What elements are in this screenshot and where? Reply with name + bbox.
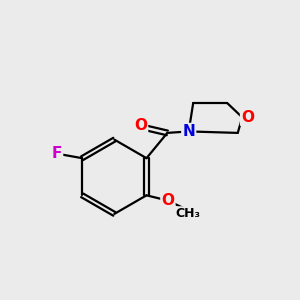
Text: N: N	[182, 124, 195, 139]
Text: O: O	[134, 118, 147, 133]
Text: F: F	[52, 146, 62, 161]
Text: O: O	[241, 110, 254, 125]
Text: O: O	[161, 193, 174, 208]
Text: CH₃: CH₃	[175, 207, 200, 220]
